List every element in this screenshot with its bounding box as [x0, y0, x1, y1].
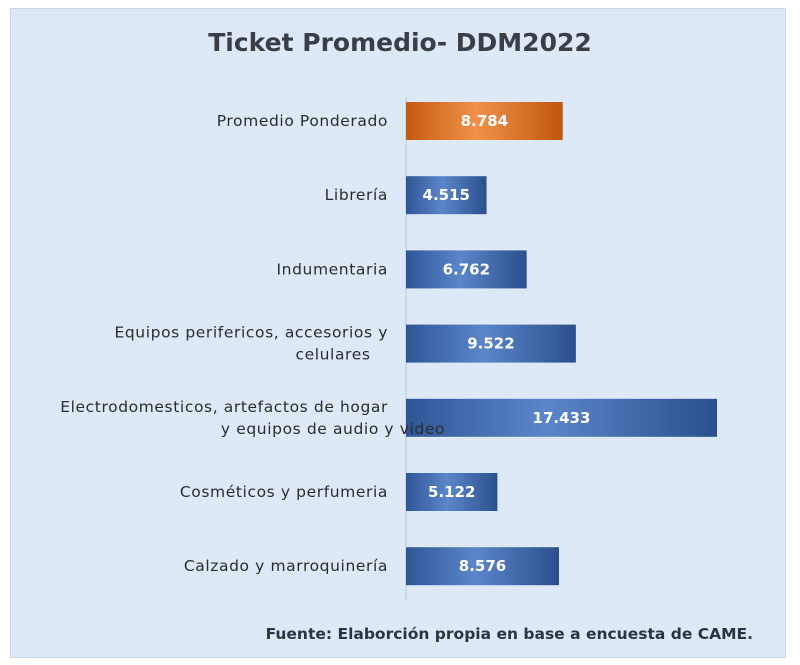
category-label: Librería: [325, 186, 388, 204]
data-label: 5.122: [428, 483, 475, 501]
data-label: 4.515: [423, 186, 470, 204]
bar-group: 5.122 Cosméticos y perfumeria: [180, 473, 498, 511]
bar: [406, 176, 487, 215]
data-label: 9.522: [467, 335, 514, 353]
category-label: Equipos perifericos, accesorios y: [114, 324, 388, 342]
bar: [406, 250, 527, 289]
category-label: Calzado y marroquinería: [184, 557, 388, 575]
chart-panel: Ticket Promedio- DDM2022 8.784 Promedio P…: [10, 8, 786, 658]
category-label: Electrodomesticos, artefactos de hogar: [60, 398, 388, 416]
category-label: Cosméticos y perfumeria: [180, 483, 388, 501]
bar: [406, 102, 563, 140]
bar-group: 17.433 Electrodomesticos, artefactos de h…: [60, 398, 717, 438]
chart-title: Ticket Promedio- DDM2022: [208, 28, 592, 57]
bars-layer: 8.784 Promedio Ponderado 4.515 Librería 6.76…: [60, 102, 717, 586]
bar-group: 8.784 Promedio Ponderado: [217, 102, 563, 140]
bar: [406, 398, 717, 437]
bar-group: 6.762 Indumentaria: [277, 250, 527, 289]
category-label: Indumentaria: [277, 260, 388, 278]
bar-group: 8.576 Calzado y marroquinería: [184, 547, 559, 586]
data-label: 8.576: [459, 557, 506, 575]
data-label: 17.433: [533, 409, 591, 427]
data-label: 8.784: [461, 112, 508, 130]
bar-chart: Ticket Promedio- DDM2022 8.784 Promedio P…: [60, 28, 753, 643]
data-label: 6.762: [443, 260, 490, 278]
source-note: Fuente: Elaborción propia en base a encu…: [266, 625, 753, 643]
category-label: celulares: [295, 346, 370, 364]
category-label: Promedio Ponderado: [217, 112, 388, 130]
bar: [406, 473, 498, 511]
bar: [406, 547, 559, 586]
category-label: y equipos de audio y video: [221, 420, 445, 438]
bar-group: 4.515 Librería: [325, 176, 487, 215]
bar-group: 9.522 Equipos perifericos, accesorios y ce…: [114, 324, 576, 364]
bar: [406, 324, 576, 363]
